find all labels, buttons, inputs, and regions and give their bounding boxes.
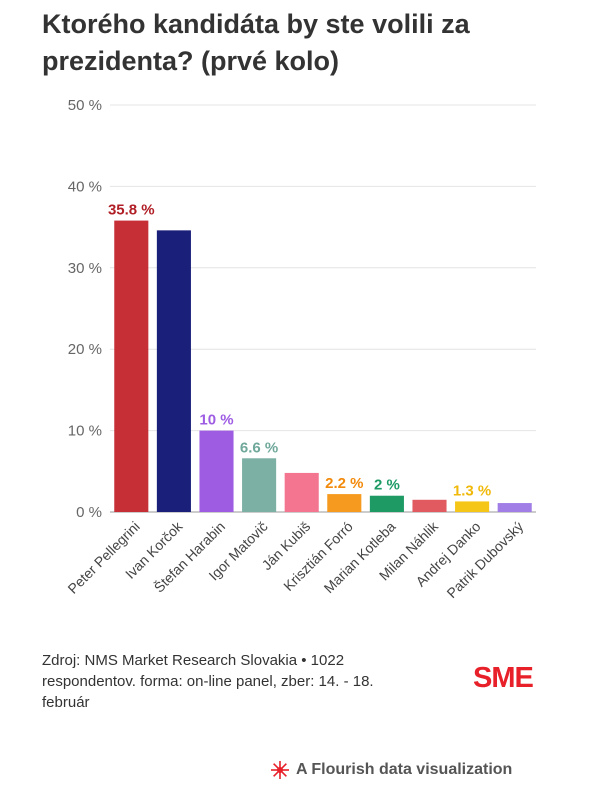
chart-title: Ktorého kandidáta by ste volili za prezi… <box>42 9 470 76</box>
category-label: Peter Pellegrini <box>64 518 142 596</box>
source-note: Zdroj: NMS Market Research Slovakia • 10… <box>42 652 374 711</box>
y-tick-label: 0 % <box>76 504 102 521</box>
bar <box>455 501 490 512</box>
data-label: 6.6 % <box>240 439 278 456</box>
bar <box>284 472 319 512</box>
data-label: 35.8 % <box>108 202 155 219</box>
flourish-icon <box>271 761 289 779</box>
y-tick-label: 10 % <box>68 423 102 440</box>
sme-logo: SME <box>473 662 534 694</box>
data-label: 2.2 % <box>325 475 363 492</box>
data-label: 10 % <box>199 412 233 429</box>
y-tick-label: 20 % <box>68 341 102 358</box>
data-label: 2 % <box>374 477 400 494</box>
bar <box>242 458 277 512</box>
bar <box>369 495 404 512</box>
bar <box>327 494 362 512</box>
attribution-text: A Flourish data visualization <box>296 761 513 778</box>
bar <box>412 499 447 512</box>
flourish-attribution[interactable]: A Flourish data visualization <box>270 760 512 780</box>
y-tick-label: 40 % <box>68 178 102 195</box>
bar <box>199 430 234 512</box>
category-label: Patrik Dubovský <box>443 518 526 601</box>
bar <box>114 220 149 512</box>
data-label: 1.3 % <box>453 482 491 499</box>
bar <box>497 503 532 512</box>
y-tick-label: 50 % <box>68 97 102 114</box>
bar <box>156 230 191 512</box>
bar-chart: 0 % 10 % 20 % 30 % 40 % 50 % 35.8 % Peter Pelle… <box>64 97 536 601</box>
y-tick-label: 30 % <box>68 260 102 277</box>
